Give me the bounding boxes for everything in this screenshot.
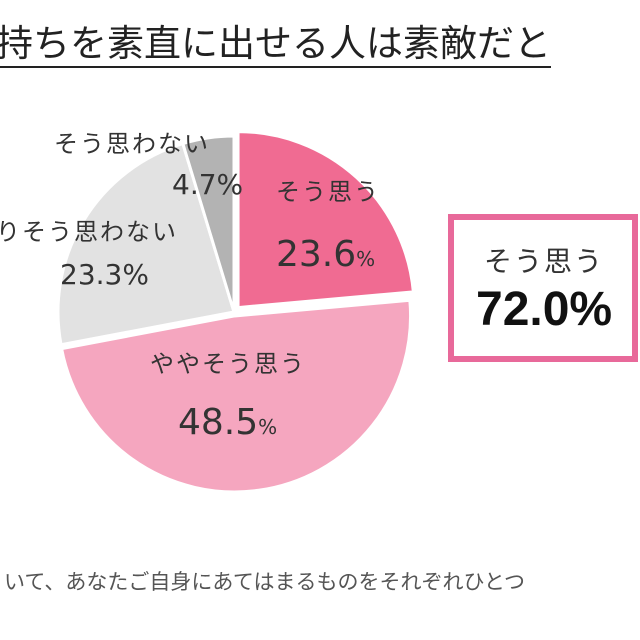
slice-value-not-really: 23.3% [60,258,149,291]
slice-label-somewhat-agree: ややそう思う [150,350,306,378]
chart-title: 持ちを素直に出せる人は素敵だと [0,22,551,68]
value-text: 23.6 [276,234,357,275]
summary-box: そう思う 72.0% [448,214,638,362]
slice-label-agree: そう思う [276,178,380,206]
pie-slice-disagree [180,134,236,313]
summary-value: 72.0% [476,283,613,336]
percent-sign: % [258,415,278,439]
slice-label-disagree: そう思わない [54,130,210,158]
slice-value-disagree: 4.7% [172,168,244,201]
percent-sign: % [356,247,376,271]
slice-value-agree: 23.6% [276,234,375,275]
pie-slice-agree [236,130,415,310]
pie-slice-not-really [56,141,236,347]
footnote: いて、あなたご自身にあてはまるものをそれぞれひとつ [4,570,526,594]
value-text: 48.5 [178,402,259,443]
pie-slice-somewhat-agree [59,298,412,494]
slice-label-not-really: りそう思わない [0,218,178,246]
slice-value-somewhat-agree: 48.5% [178,402,277,443]
summary-label: そう思う [484,245,605,278]
